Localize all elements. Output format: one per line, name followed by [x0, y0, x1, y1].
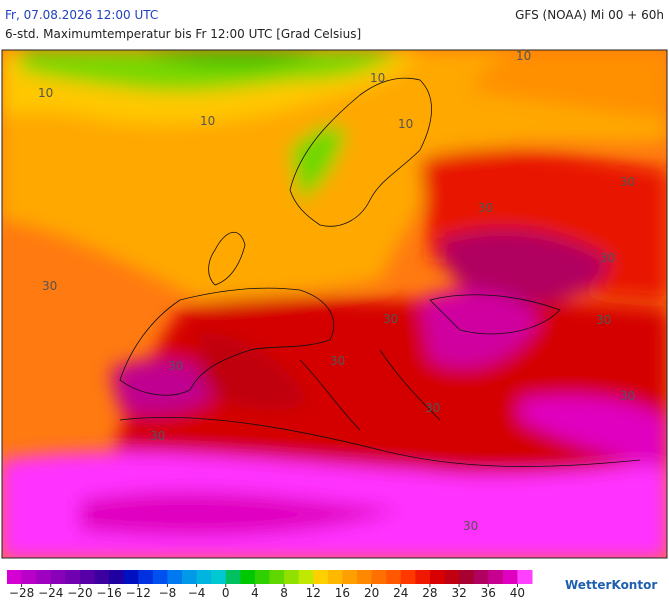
contour-label: 30	[620, 175, 635, 189]
legend-swatch	[79, 570, 95, 584]
legend-swatch	[65, 570, 81, 584]
legend-tick-label: −24	[38, 586, 63, 600]
subtitle: 6-std. Maximumtemperatur bis Fr 12:00 UT…	[5, 27, 361, 41]
legend-swatch	[327, 570, 343, 584]
contour-label: 10	[38, 86, 53, 100]
brand: WetterKontor	[565, 578, 657, 592]
legend-tick-label: −12	[126, 586, 151, 600]
legend-swatch	[313, 570, 329, 584]
legend-swatch	[7, 570, 23, 584]
legend-swatch	[36, 570, 52, 584]
contour-label: 30	[425, 401, 440, 415]
legend-swatch	[415, 570, 431, 584]
legend-swatch	[502, 570, 518, 584]
legend-swatch	[138, 570, 154, 584]
legend-swatch	[269, 570, 285, 584]
legend-swatch	[123, 570, 139, 584]
legend-swatch	[371, 570, 387, 584]
contour-label: 10	[370, 71, 385, 85]
legend-swatch	[254, 570, 270, 584]
legend-swatch	[429, 570, 445, 584]
legend-swatch	[167, 570, 183, 584]
legend-tick-label: 32	[451, 586, 466, 600]
legend-swatch	[488, 570, 504, 584]
legend-tick-label: 16	[335, 586, 350, 600]
contour-label: 30	[600, 251, 615, 265]
legend-tick-label: 36	[481, 586, 496, 600]
legend-swatch	[225, 570, 241, 584]
contour-label: 30	[168, 359, 183, 373]
legend: −28 −24 −20 −16 −12 −8 −4 0 4 8 12 16 20 24 28 32 36 40	[7, 570, 533, 600]
legend-swatch	[50, 570, 66, 584]
contour-label: 10	[516, 49, 531, 63]
legend-swatch	[211, 570, 227, 584]
legend-tick-label: −4	[188, 586, 206, 600]
legend-swatch	[94, 570, 110, 584]
contour-label: 30	[150, 429, 165, 443]
valid-time: Fr, 07.08.2026 12:00 UTC	[5, 8, 158, 22]
model-run: GFS (NOAA) Mi 00 + 60h	[515, 8, 664, 22]
legend-tick-label: −8	[159, 586, 177, 600]
legend-swatch	[386, 570, 402, 584]
contour-label: 30	[596, 313, 611, 327]
legend-swatch	[357, 570, 373, 584]
contour-label: 10	[398, 117, 413, 131]
legend-swatch	[473, 570, 489, 584]
map	[2, 50, 667, 558]
legend-swatch	[21, 570, 37, 584]
legend-swatch	[182, 570, 198, 584]
legend-swatch	[298, 570, 314, 584]
legend-swatch	[109, 570, 125, 584]
legend-tick-label: −16	[96, 586, 121, 600]
legend-tick-label: 24	[393, 586, 408, 600]
legend-swatch	[517, 570, 533, 584]
legend-tick-label: −20	[67, 586, 92, 600]
legend-swatch	[196, 570, 212, 584]
contour-label: 30	[383, 312, 398, 326]
legend-swatch	[459, 570, 475, 584]
legend-tick-label: 28	[422, 586, 437, 600]
legend-swatch	[284, 570, 300, 584]
legend-tick-label: 12	[306, 586, 321, 600]
contour-label: 30	[463, 519, 478, 533]
legend-swatch	[444, 570, 460, 584]
legend-swatch	[400, 570, 416, 584]
legend-tick-label: 40	[510, 586, 525, 600]
legend-tick-label: 4	[251, 586, 259, 600]
legend-tick-label: 0	[222, 586, 230, 600]
legend-swatch	[342, 570, 358, 584]
map-frame	[1, 49, 668, 559]
contour-label: 30	[330, 354, 345, 368]
contour-label: 30	[620, 389, 635, 403]
legend-tick-label: 20	[364, 586, 379, 600]
legend-swatch	[240, 570, 256, 584]
legend-swatch	[152, 570, 168, 584]
legend-tick-label: 8	[280, 586, 288, 600]
contour-label: 10	[200, 114, 215, 128]
legend-tick-label: −28	[9, 586, 34, 600]
coastlines	[119, 77, 641, 467]
contour-label: 30	[42, 279, 57, 293]
contour-label: 30	[478, 201, 493, 215]
